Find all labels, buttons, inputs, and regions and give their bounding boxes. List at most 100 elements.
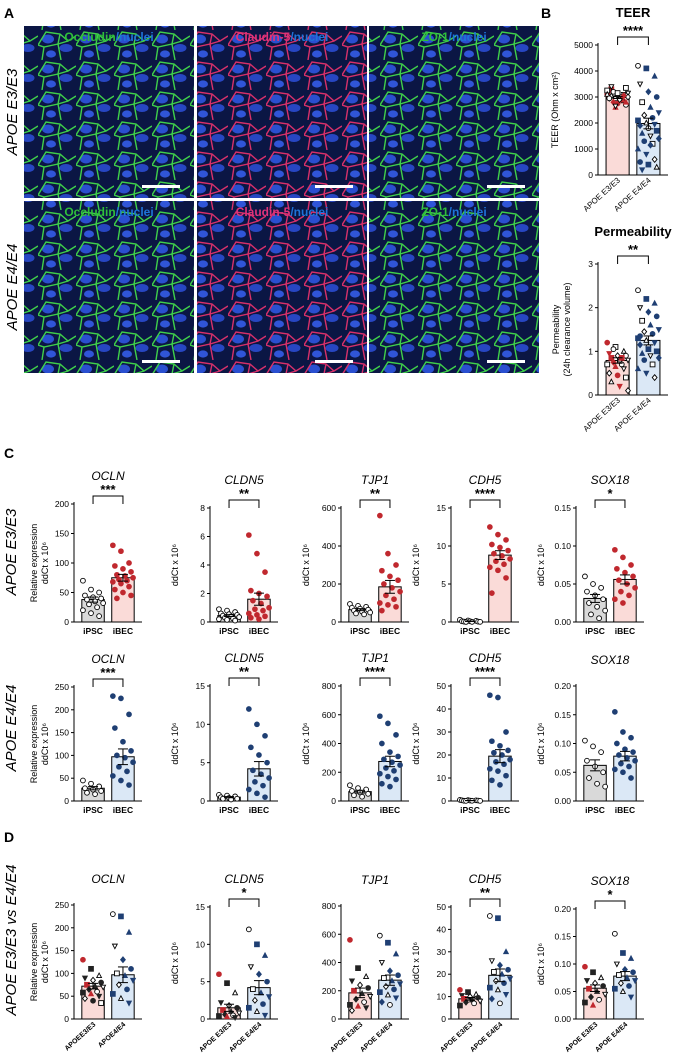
data-point [612,596,618,603]
data-point [395,753,401,760]
data-point [623,374,629,381]
chart-c3_cdh5: CDH5 0 5 10 15 ddCt x 10⁶ iPSC iBEC **** [411,473,519,636]
data-point [88,780,94,787]
data-point [625,387,631,395]
y-tick-label: 3000 [574,92,593,102]
data-point [397,762,403,768]
data-point [620,950,626,956]
data-point [497,782,503,788]
data-point [377,512,383,519]
data-point [623,974,631,981]
data-point [248,587,254,594]
data-point [118,913,124,920]
y-axis-label-2: ddCt x 10⁶ [40,723,50,766]
row-label-c-e4: APOE E4/E4 [3,685,20,773]
data-point [355,965,361,972]
x-tick-label: iPSC [219,805,239,815]
data-point [365,790,371,797]
y-tick-label: 50 [60,773,70,783]
significance-bracket [92,678,124,687]
data-point [224,980,230,987]
data-point [250,986,256,992]
bar [613,975,637,1020]
data-point [507,756,513,763]
significance-label: **** [475,664,496,679]
data-point [498,970,506,977]
data-point [503,772,509,779]
data-point [597,974,605,981]
data-point [387,573,393,580]
data-point [88,586,94,593]
y-axis-label: ddCt x 10⁶ [411,722,421,765]
data-point [381,756,387,763]
data-point [90,976,97,984]
y-axis-label: Permeability [551,304,561,354]
data-point [630,573,636,580]
chart-c4_tjp1: TJP1 0 200 400 600 800 ddCt x 10⁶ iPSC iBEC **** [301,651,409,815]
y-tick-label: 0.05 [554,767,571,777]
data-point [612,766,618,773]
y-tick-label: 5 [200,977,205,987]
data-point [128,592,134,599]
data-point [114,970,120,977]
y-axis-label: ddCt x 10⁶ [411,942,421,985]
significance-label: *** [100,665,116,680]
data-point [94,988,100,995]
data-point [246,926,252,933]
y-tick-label: 10 [196,939,206,949]
data-point [377,770,383,777]
data-point [378,998,385,1006]
data-point [387,1002,393,1008]
chart-teer: TEER 0 1000 2000 3000 4000 5000 TEER (Ohm x cm²… [550,5,668,213]
data-point [392,950,400,957]
data-point [491,749,497,756]
data-point [477,798,483,804]
significance-bracket [359,499,391,508]
significance-label: **** [365,664,386,679]
y-tick-label: 600 [322,503,336,513]
data-point [234,1004,240,1011]
data-point [112,563,118,569]
microscopy-row-label: APOE E4/E4 [4,244,21,332]
data-point [262,569,268,575]
x-tick-label: iBEC [615,626,635,636]
y-tick-label: 800 [322,681,336,691]
x-tick-label: iBEC [113,626,133,636]
scale-bar [487,185,525,188]
y-tick-label: 200 [55,705,69,715]
significance-bracket [228,898,260,907]
data-point [385,773,391,780]
data-point [608,378,615,385]
microscopy-stain-label: ZO-1/nuclei [421,30,486,44]
y-tick-label: 3 [588,259,593,269]
microscopy-tile [24,26,194,198]
significance-bracket [359,677,391,686]
data-point [655,135,662,143]
data-point [637,159,643,165]
data-point [84,981,90,988]
data-point [256,752,262,758]
data-point [647,133,654,140]
x-tick-label: iPSC [460,805,480,815]
data-point [235,1010,243,1017]
data-point [80,607,86,614]
y-tick-label: 200 [322,579,336,589]
y-tick-label: 0 [64,1014,69,1024]
significance-label: *** [100,482,116,497]
y-tick-label: 2 [588,303,593,313]
data-point [114,595,120,602]
y-tick-label: 100 [55,968,69,978]
data-point [590,743,596,750]
data-point [639,349,646,356]
x-tick-label: iBEC [249,626,269,636]
chart-title: OCLN [91,652,125,666]
data-point [503,537,509,543]
data-point [502,991,510,998]
data-point [495,768,501,774]
data-point [98,788,104,794]
data-point [84,596,90,603]
data-point [612,363,619,369]
data-point [255,970,262,978]
data-point [98,979,104,986]
